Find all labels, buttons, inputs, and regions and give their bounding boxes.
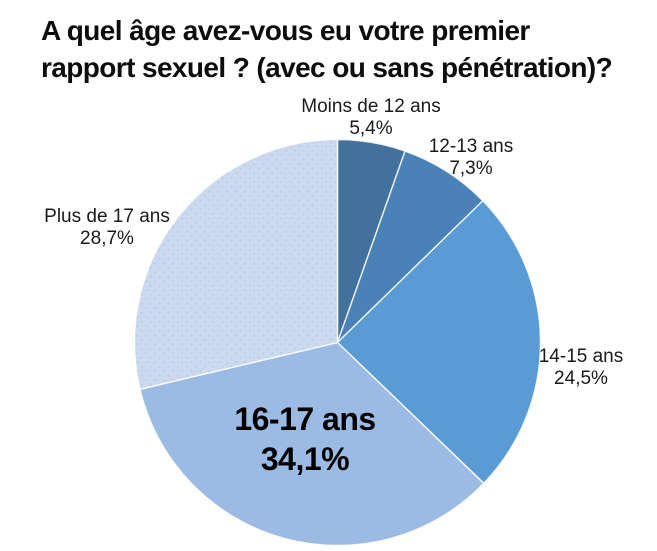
chart-title: A quel âge avez-vous eu votre premier ra… bbox=[41, 12, 613, 86]
pie-slice-plus-de-17-ans bbox=[133, 138, 339, 390]
chart-title-line2: rapport sexuel ? (avec ou sans pénétrati… bbox=[41, 52, 613, 83]
chart-title-line1: A quel âge avez-vous eu votre premier bbox=[41, 15, 530, 46]
pie-slice-14-15-ans bbox=[336, 200, 542, 485]
pie-slice-16-17-ans bbox=[139, 341, 485, 547]
